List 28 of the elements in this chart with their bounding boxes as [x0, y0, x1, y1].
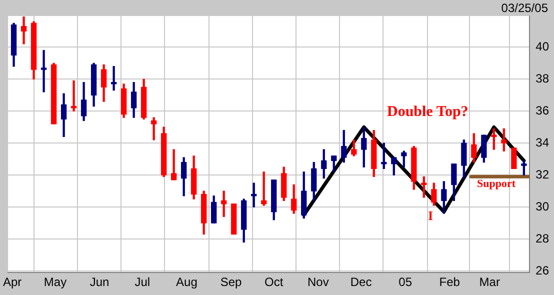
x-tick-label: Dec: [350, 275, 372, 290]
x-tick-label: Jul: [134, 275, 150, 290]
x-tick-label: Jun: [90, 275, 110, 290]
annotation: I: [428, 208, 434, 224]
text: 03/25/05: [501, 1, 548, 15]
candlestick: [20, 16, 27, 44]
candlestick: [40, 50, 47, 92]
y-tick-label: 38: [536, 71, 550, 86]
y-tick-label: 34: [536, 135, 550, 150]
x-tick-label: 05: [398, 275, 412, 290]
x-tick-label: Feb: [439, 275, 460, 290]
candlestick: [70, 80, 77, 112]
x-tick-label: Aug: [176, 275, 198, 290]
x-tick-label: Apr: [3, 275, 22, 290]
y-tick-label: 26: [536, 263, 550, 278]
x-tick-label: Sep: [220, 275, 242, 290]
x-tick-label: Mar: [479, 275, 500, 290]
annotation: Support: [477, 178, 516, 190]
y-tick-label: 28: [536, 231, 550, 246]
x-tick-label: Nov: [307, 275, 329, 290]
x-tick-label: May: [44, 275, 67, 290]
y-tick-label: 40: [536, 39, 550, 54]
annotation: Double Top?: [387, 104, 468, 121]
y-tick-label: 32: [536, 167, 550, 182]
y-tick-label: 36: [536, 103, 550, 118]
y-tick-label: 30: [536, 199, 550, 214]
x-tick-label: Oct: [264, 275, 284, 290]
candlestick: [110, 66, 117, 91]
